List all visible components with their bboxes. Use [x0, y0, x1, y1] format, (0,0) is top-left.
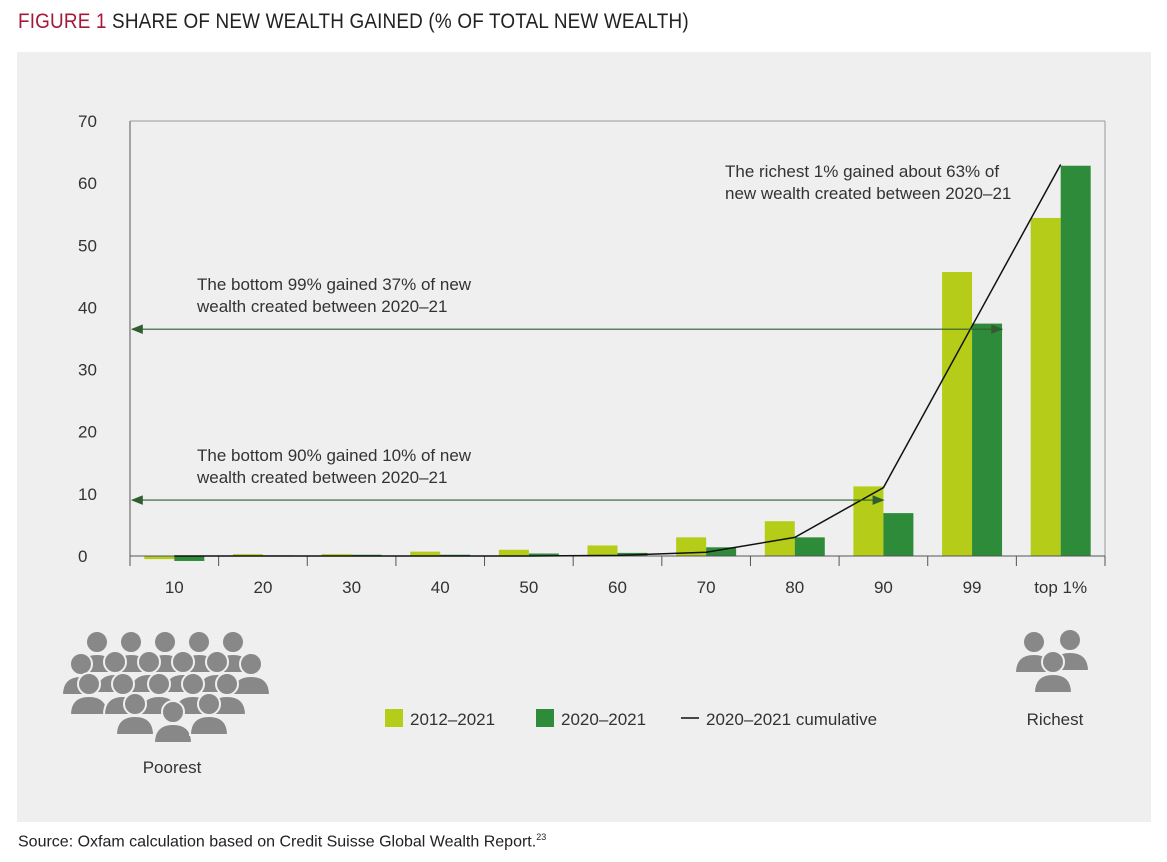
- y-tick-label: 60: [78, 174, 97, 193]
- bar-2020-2021: [1060, 165, 1091, 556]
- bar-2012-2021: [587, 545, 618, 556]
- x-tick-label: top 1%: [1034, 578, 1087, 597]
- annotation-bottom-99: wealth created between 2020–21: [196, 297, 447, 316]
- crowd-person-icon: [77, 672, 101, 696]
- annotation-richest: new wealth created between 2020–21: [725, 184, 1011, 203]
- crowd-person-icon: [153, 630, 177, 654]
- crowd-person-icon: [137, 650, 161, 674]
- crowd-person-icon: [111, 672, 135, 696]
- crowd-person-icon: [171, 650, 195, 674]
- annotation-bottom-90: wealth created between 2020–21: [196, 468, 447, 487]
- bar-2020-2021: [972, 323, 1003, 556]
- crowd-person-icon: [221, 630, 245, 654]
- y-tick-label: 30: [78, 361, 97, 380]
- label-richest: Richest: [1027, 710, 1084, 729]
- x-tick-label: 80: [785, 578, 804, 597]
- footnote-ref: 23: [536, 832, 547, 842]
- crowd-person-icon: [215, 672, 239, 696]
- bar-2012-2021: [144, 556, 175, 560]
- rich-person-icon: [1022, 630, 1046, 654]
- x-tick-label: 50: [519, 578, 538, 597]
- x-tick-label: 30: [342, 578, 361, 597]
- bar-2012-2021: [321, 554, 352, 556]
- crowd-person-icon: [114, 714, 156, 736]
- legend-swatch: [385, 709, 403, 727]
- crowd-person-icon: [69, 652, 93, 676]
- crowd-person-icon: [188, 714, 230, 736]
- x-tick-label: 10: [165, 578, 184, 597]
- bar-2012-2021: [498, 549, 529, 556]
- crowd-person-icon: [68, 694, 110, 716]
- crowd-person-icon: [85, 630, 109, 654]
- rich-person-icon: [1058, 628, 1082, 652]
- crowd-person-icon: [205, 650, 229, 674]
- crowd-person-icon: [239, 652, 263, 676]
- chart: 0 10 20 30 40 50 60 70 10 20 30 40 50 60 70 80 90 99 top 1…: [60, 112, 1106, 777]
- x-tick-label: 20: [253, 578, 272, 597]
- crowd-person-icon: [103, 650, 127, 674]
- bar-2012-2021: [410, 551, 441, 556]
- x-tick-label: 90: [874, 578, 893, 597]
- y-tick-label: 10: [78, 485, 97, 504]
- label-poorest: Poorest: [143, 758, 202, 777]
- rich-person-icon: [1032, 672, 1074, 694]
- bar-2012-2021: [232, 554, 263, 556]
- x-tick-label: 60: [608, 578, 627, 597]
- y-tick-label: 20: [78, 423, 97, 442]
- crowd-person-icon: [123, 692, 147, 716]
- annotation-richest: The richest 1% gained about 63% of: [725, 162, 999, 181]
- figure-title: FIGURE 1 SHARE OF NEW WEALTH GAINED (% O…: [18, 10, 689, 34]
- crowd-person-icon: [119, 630, 143, 654]
- legend-swatch: [536, 709, 554, 727]
- crowd-person-icon: [197, 692, 221, 716]
- source-text: Source: Oxfam calculation based on Credi…: [18, 833, 537, 851]
- bar-2012-2021: [1030, 217, 1061, 556]
- bar-2020-2021: [706, 547, 737, 556]
- legend-label: 2020–2021: [561, 710, 646, 729]
- bar-2012-2021: [942, 272, 973, 556]
- cumulative-line: [174, 164, 1062, 557]
- y-tick-label: 0: [78, 547, 87, 566]
- crowd-person-icon: [187, 630, 211, 654]
- legend-label: 2012–2021: [410, 710, 495, 729]
- annotation-bottom-99: The bottom 99% gained 37% of new: [197, 275, 472, 294]
- annotation-bottom-90: The bottom 90% gained 10% of new: [197, 446, 472, 465]
- crowd-person-icon: [147, 672, 171, 696]
- legend-label: 2020–2021 cumulative: [706, 710, 877, 729]
- figure-title-text: SHARE OF NEW WEALTH GAINED (% OF TOTAL N…: [112, 10, 689, 33]
- crowd-person-icon: [152, 722, 194, 744]
- y-tick-label: 50: [78, 236, 97, 255]
- crowd-person-icon: [181, 672, 205, 696]
- bar-2012-2021: [676, 537, 707, 556]
- crowd-person-icon: [161, 700, 185, 724]
- bar-2020-2021: [528, 553, 559, 556]
- figure-label: FIGURE 1: [18, 10, 107, 33]
- bar-2020-2021: [794, 537, 825, 556]
- bar-2020-2021: [174, 556, 205, 561]
- rich-person-icon: [1041, 650, 1065, 674]
- bar-2020-2021: [883, 513, 914, 556]
- x-tick-label: 40: [431, 578, 450, 597]
- source-note: Source: Oxfam calculation based on Credi…: [18, 832, 546, 851]
- chart-panel: 0 10 20 30 40 50 60 70 10 20 30 40 50 60 70 80 90 99 top 1…: [17, 52, 1151, 822]
- y-tick-label: 70: [78, 112, 97, 131]
- y-tick-label: 40: [78, 298, 97, 317]
- x-tick-label: 70: [697, 578, 716, 597]
- x-tick-label: 99: [963, 578, 982, 597]
